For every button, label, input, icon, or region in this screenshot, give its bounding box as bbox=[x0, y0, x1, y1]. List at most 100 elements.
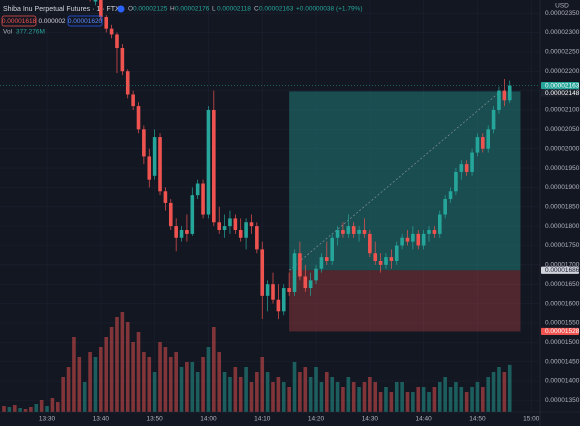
candle-body bbox=[233, 218, 238, 231]
candle-body bbox=[475, 137, 480, 153]
sell-price: 0.00001618 bbox=[2, 18, 37, 25]
candle-body bbox=[427, 230, 431, 234]
volume-bar bbox=[201, 357, 205, 412]
volume-bar bbox=[93, 357, 98, 412]
candle-body bbox=[443, 199, 447, 215]
volume-bar bbox=[82, 382, 87, 412]
ohlc-key: L bbox=[212, 6, 216, 13]
candle-body bbox=[308, 280, 313, 289]
x-tick-label: 14:10 bbox=[254, 416, 271, 423]
currency: USD bbox=[555, 3, 569, 10]
candle-body bbox=[448, 191, 453, 200]
volume-bar bbox=[443, 377, 447, 412]
candle-body bbox=[470, 152, 474, 172]
candle-body bbox=[163, 191, 168, 203]
profit-zone bbox=[289, 91, 521, 271]
volume-bar bbox=[12, 405, 17, 412]
volume-bar bbox=[486, 377, 490, 412]
y-tick-label: 0.00002300 bbox=[545, 29, 580, 36]
volume-bar bbox=[281, 382, 286, 412]
x-tick-label: 14:40 bbox=[415, 416, 432, 423]
candle-body bbox=[99, 0, 103, 18]
volume-bar bbox=[400, 382, 404, 412]
candle-body bbox=[109, 28, 114, 35]
candle-body bbox=[384, 257, 388, 265]
ohlc-value: 0.00002125 bbox=[133, 6, 168, 13]
price-tag bbox=[541, 89, 579, 97]
volume-bar bbox=[341, 387, 345, 412]
candle-body bbox=[179, 230, 184, 238]
volume-bar bbox=[491, 372, 496, 412]
plot-area bbox=[0, 0, 540, 412]
volume-bar bbox=[45, 406, 49, 412]
price-tag bbox=[541, 81, 579, 90]
candle-body bbox=[190, 195, 195, 234]
volume-bar bbox=[378, 392, 383, 412]
candle-body bbox=[437, 214, 442, 234]
candle-body bbox=[152, 137, 157, 176]
candle-body bbox=[244, 222, 248, 238]
volume-bar bbox=[77, 357, 82, 412]
candle-body bbox=[481, 137, 485, 149]
symbol-title: Shiba Inu Perpetual Futures · 1 · FTX bbox=[3, 6, 120, 13]
volume-bar bbox=[249, 382, 254, 412]
volume-bar bbox=[152, 372, 157, 412]
volume-bar bbox=[394, 382, 399, 412]
ohlc-key: C bbox=[254, 6, 259, 13]
candle-body bbox=[394, 245, 399, 261]
volume-bar bbox=[411, 392, 415, 412]
sell-button[interactable] bbox=[1, 15, 37, 27]
candle-body bbox=[507, 85, 512, 101]
volume-bar bbox=[265, 372, 270, 412]
candle-body bbox=[362, 230, 367, 234]
volume-bar bbox=[2, 406, 6, 412]
candle-body bbox=[115, 34, 119, 49]
volume-bar bbox=[384, 387, 388, 412]
y-tick-label: 0.00002100 bbox=[545, 107, 580, 114]
ohlc-change: +0.00000038 (+1.79%) bbox=[296, 6, 363, 13]
volume-bar bbox=[147, 357, 152, 412]
candle-body bbox=[486, 129, 490, 149]
y-tick-label: 0.00002250 bbox=[545, 49, 580, 56]
volume-bar bbox=[303, 367, 308, 412]
candle-body bbox=[93, 0, 98, 2]
volume-bar bbox=[206, 347, 211, 412]
y-tick-label: 0.00002050 bbox=[545, 126, 580, 133]
y-tick-label: 0.00001800 bbox=[545, 223, 580, 230]
candle-body bbox=[303, 276, 308, 289]
volume-bar bbox=[88, 352, 92, 412]
volume-bar bbox=[72, 337, 76, 412]
candle-body bbox=[287, 288, 291, 292]
x-tick-label: 14:00 bbox=[200, 416, 217, 423]
volume-bar bbox=[39, 400, 44, 412]
candle-body bbox=[212, 109, 216, 223]
candle-body bbox=[255, 226, 259, 250]
y-tick-label: 0.00002200 bbox=[545, 68, 580, 75]
loss-zone bbox=[289, 270, 521, 332]
candle-body bbox=[314, 268, 318, 281]
buy-button[interactable] bbox=[67, 15, 103, 27]
candle-body bbox=[104, 17, 109, 29]
status-icon bbox=[117, 5, 125, 13]
volume-bar bbox=[389, 392, 394, 412]
price-tag-label: 0.00001686 bbox=[545, 267, 580, 274]
volume-bar bbox=[427, 392, 431, 412]
volume-bar bbox=[174, 352, 178, 412]
candle-body bbox=[265, 284, 270, 296]
x-tick-label: 13:30 bbox=[39, 416, 56, 423]
volume-bar bbox=[222, 372, 227, 412]
y-tick-label: 0.00001500 bbox=[545, 339, 580, 346]
ohlc-key: O bbox=[128, 6, 133, 13]
volume-bar bbox=[50, 398, 55, 412]
volume-bar bbox=[470, 387, 474, 412]
volume-bar bbox=[168, 357, 173, 412]
candle-body bbox=[238, 230, 243, 238]
candle-body bbox=[206, 109, 211, 215]
price-tag bbox=[541, 327, 579, 336]
y-tick-label: 0.00001450 bbox=[545, 358, 580, 365]
volume-bar bbox=[308, 377, 313, 412]
candle-body bbox=[319, 257, 324, 269]
volume-bar bbox=[238, 377, 243, 412]
